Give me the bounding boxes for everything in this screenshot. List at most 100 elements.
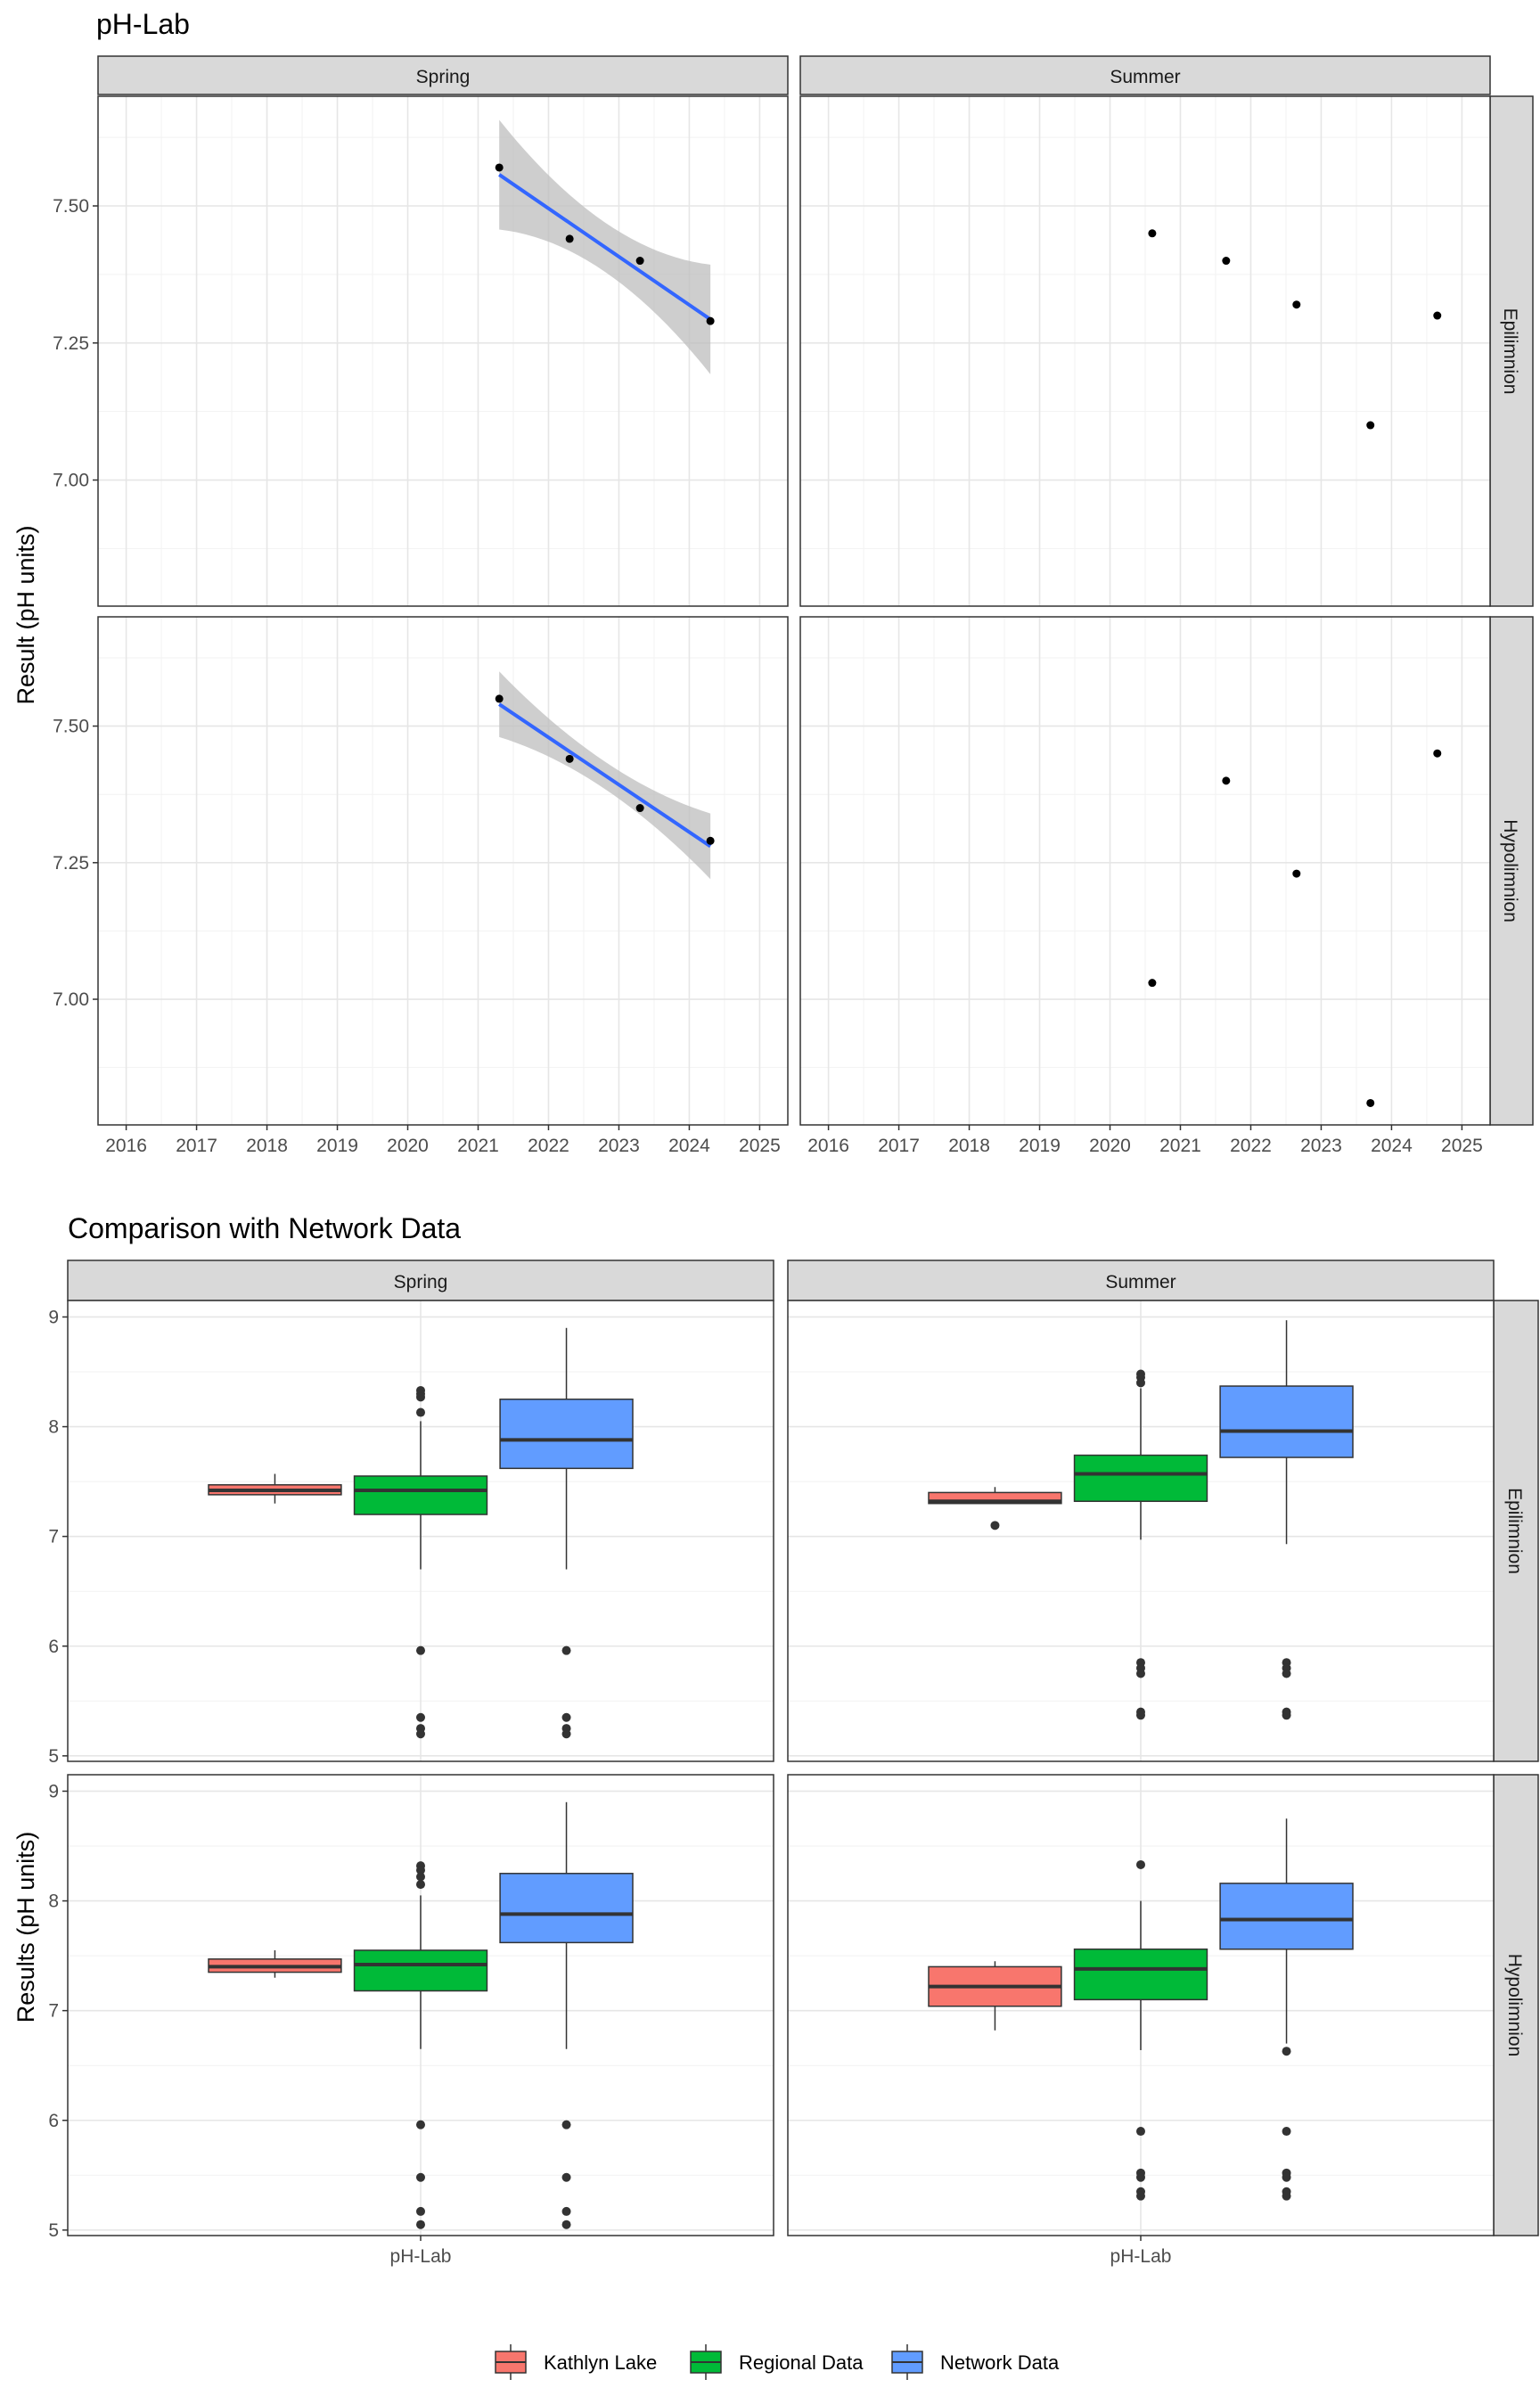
x-tick-label: 2023 [598, 1136, 640, 1156]
x-tick-label: 2017 [176, 1136, 217, 1156]
outlier-point [416, 1866, 425, 1875]
legend-item-network-data: Network Data [891, 2344, 1060, 2380]
y-tick-label: 7 [48, 2001, 59, 2022]
outlier-point [416, 1392, 425, 1402]
legend-label: Network Data [940, 2351, 1060, 2374]
outlier-point [561, 2172, 571, 2182]
outlier-point [1282, 2191, 1291, 2201]
outlier-point [416, 2220, 425, 2229]
chart2-strip-summer [787, 1260, 1495, 1301]
outlier-point [1136, 1669, 1145, 1678]
x-tick-label: pH-Lab [1110, 2246, 1172, 2267]
chart2-panel-spring-epilimnion: 5 6 7 8 9 [48, 1300, 774, 1767]
x-tick-label: 2025 [739, 1136, 781, 1156]
box-body [1219, 1883, 1354, 1950]
chart1-panel-summer-hypolimnion: 2016 2017 2018 2019 2020 2021 2022 2023 2024 2025 [799, 616, 1491, 1156]
outlier-point [1282, 1669, 1291, 1678]
x-tick-label: 2022 [528, 1136, 569, 1156]
data-point [1148, 229, 1157, 238]
box-body [1219, 1385, 1354, 1458]
outlier-point [561, 2120, 571, 2129]
panel-border [787, 1300, 1495, 1762]
trend-line [498, 702, 712, 849]
y-tick-label: 6 [48, 2111, 59, 2131]
box-body [1073, 1948, 1208, 2001]
y-tick-label: 7 [48, 1527, 59, 1547]
box-body [353, 1949, 488, 1992]
outlier-point [1282, 2047, 1291, 2056]
x-tick-label: 2020 [387, 1136, 429, 1156]
chart1-strip-summer [799, 55, 1491, 95]
outlier-point [1136, 1859, 1145, 1869]
outlier-point [1136, 2127, 1145, 2137]
data-point [1366, 1098, 1375, 1107]
box-regional-data [353, 1385, 488, 1739]
outlier-point [416, 2120, 425, 2129]
data-point [1222, 776, 1231, 785]
box-kathlyn-lake [208, 1949, 342, 1978]
chart1-panel-spring-epilimnion: 7.00 7.25 7.50 [53, 95, 789, 607]
box-regional-data [1073, 1859, 1208, 2201]
data-point [495, 163, 504, 172]
outlier-point [1136, 1711, 1145, 1720]
data-point [706, 836, 715, 845]
x-tick-label: 2019 [316, 1136, 358, 1156]
y-tick-label: 9 [48, 1781, 59, 1801]
box-regional-data [353, 1861, 488, 2229]
box-body [1073, 1454, 1208, 1503]
chart2-strip-label-summer: Summer [1105, 1272, 1175, 1292]
outlier-point [1136, 1378, 1145, 1388]
legend-item-kathlyn-lake: Kathlyn Lake [495, 2344, 657, 2380]
x-tick-label: 2017 [878, 1136, 920, 1156]
outlier-point [561, 2206, 571, 2216]
data-point [1292, 869, 1301, 878]
y-tick-label: 5 [48, 1746, 59, 1767]
y-tick-label: 7.25 [53, 853, 89, 874]
x-tick-label: 2025 [1441, 1136, 1483, 1156]
chart1-strip-label-spring: Spring [416, 67, 471, 87]
outlier-point [1282, 1711, 1291, 1720]
outlier-point [416, 2172, 425, 2182]
panel-border [67, 1300, 774, 1762]
data-point [1433, 311, 1442, 320]
chart1-strip-label-hypolimnion: Hypolimnion [1500, 819, 1520, 923]
outlier-point [416, 2206, 425, 2216]
chart2-panel-summer-hypolimnion: pH-Lab [787, 1774, 1495, 2267]
legend-label: Regional Data [739, 2351, 864, 2374]
outlier-point [1282, 2172, 1291, 2182]
data-point [1222, 257, 1231, 266]
legend-item-regional-data: Regional Data [690, 2344, 864, 2380]
data-point [706, 316, 715, 325]
box-body [353, 1475, 488, 1515]
box-network-data [499, 1327, 634, 1739]
y-tick-label: 7.00 [53, 989, 89, 1010]
data-point [565, 234, 574, 243]
x-tick-label: 2019 [1019, 1136, 1061, 1156]
panel-border [97, 616, 789, 1126]
panel-border [97, 95, 789, 607]
data-point [1292, 300, 1301, 309]
y-tick-label: 7.50 [53, 196, 89, 217]
legend-label: Kathlyn Lake [544, 2351, 657, 2374]
box-regional-data [1073, 1369, 1208, 1720]
chart2-strip-label-hypolimnion: Hypolimnion [1504, 1954, 1525, 2057]
outlier-point [416, 1712, 425, 1722]
outlier-point [561, 2220, 571, 2229]
outlier-point [1136, 2172, 1145, 2182]
chart1-panel-summer-epilimnion [799, 95, 1491, 607]
outlier-point [1282, 2127, 1291, 2137]
data-point [565, 754, 574, 763]
x-tick-label: 2021 [457, 1136, 499, 1156]
x-tick-label: 2024 [668, 1136, 710, 1156]
chart2-strip-label-spring: Spring [394, 1272, 448, 1292]
data-point [635, 804, 644, 813]
outlier-point [561, 1645, 571, 1655]
x-tick-label: pH-Lab [390, 2246, 452, 2267]
outlier-point [990, 1521, 1000, 1530]
y-tick-label: 7.00 [53, 471, 89, 491]
y-tick-label: 8 [48, 1891, 59, 1912]
y-tick-label: 8 [48, 1417, 59, 1438]
trend-line [498, 173, 712, 321]
chart2-facet-grid: Spring Summer Epilimnion Hypolimnion 5 6 7 8 9 5 6… [48, 1260, 1539, 2267]
